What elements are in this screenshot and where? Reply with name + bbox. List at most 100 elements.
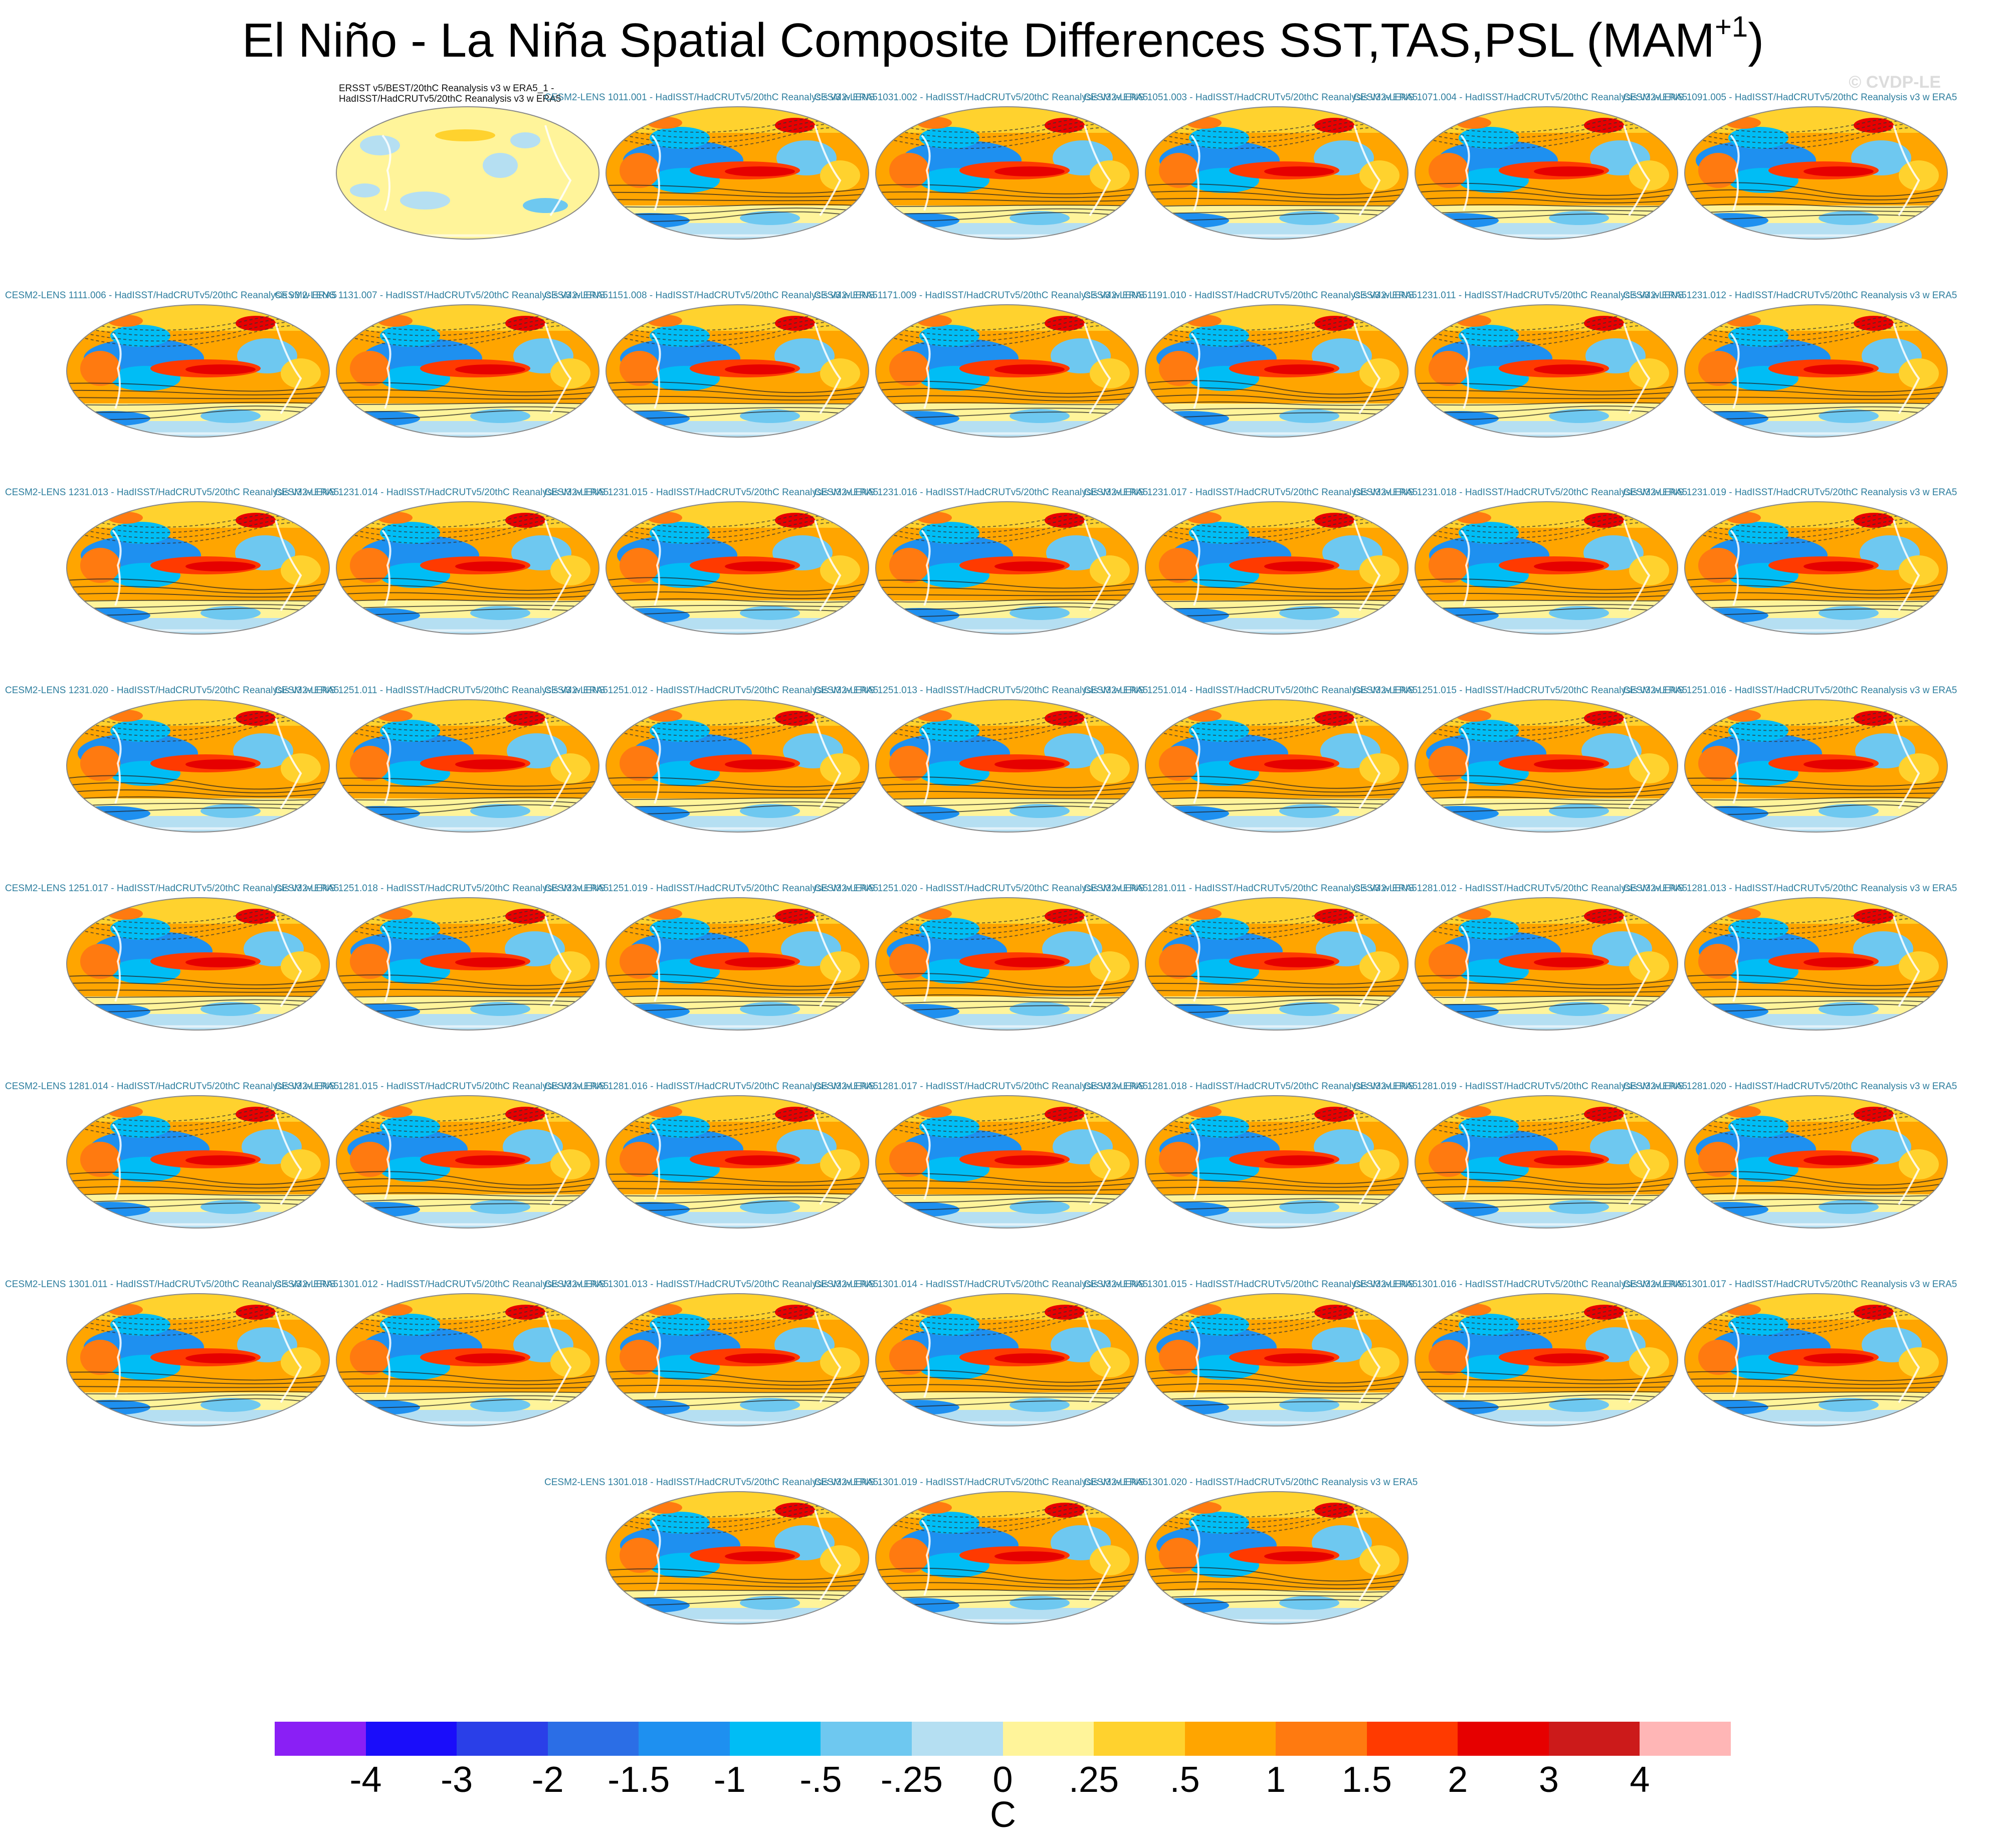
- globe-map: [335, 105, 600, 241]
- colorbar-swatch: [365, 1722, 457, 1756]
- globe-map: [874, 1292, 1140, 1427]
- colorbar-tick-label: .5: [1169, 1760, 1200, 1800]
- globe-map: [1414, 698, 1679, 834]
- globe-map: [1683, 105, 1949, 241]
- panel-label: CESM2-LENS 1231.013 - HadISST/HadCRUTv5/…: [5, 487, 339, 498]
- panel-label: CESM2-LENS 1251.019 - HadISST/HadCRUTv5/…: [544, 883, 879, 894]
- panel-label: CESM2-LENS 1151.008 - HadISST/HadCRUTv5/…: [544, 290, 878, 301]
- panel-label: CESM2-LENS 1171.009 - HadISST/HadCRUTv5/…: [814, 290, 1147, 301]
- globe-map: [1144, 1490, 1410, 1625]
- colorbar-swatch: [911, 1722, 1003, 1756]
- globe-map: [65, 896, 331, 1032]
- panel-label: CESM2-LENS 1251.016 - HadISST/HadCRUTv5/…: [1623, 685, 1957, 696]
- panel-label: CESM2-LENS 1231.019 - HadISST/HadCRUTv5/…: [1623, 487, 1957, 498]
- colorbar-swatch: [1002, 1722, 1094, 1756]
- colorbar-tick-label: .25: [1069, 1760, 1119, 1800]
- globe-map: [1414, 1292, 1679, 1427]
- panel-label: CESM2-LENS 1231.017 - HadISST/HadCRUTv5/…: [1084, 487, 1418, 498]
- globe-map: [1414, 1094, 1679, 1229]
- title-superscript: +1: [1714, 11, 1748, 43]
- panel-label: CESM2-LENS 1301.012 - HadISST/HadCRUTv5/…: [275, 1279, 609, 1290]
- colorbar-units: C: [990, 1795, 1016, 1835]
- panel-label: CESM2-LENS 1281.015 - HadISST/HadCRUTv5/…: [275, 1081, 609, 1092]
- panel-label: CESM2-LENS 1231.016 - HadISST/HadCRUTv5/…: [814, 487, 1148, 498]
- colorbar-tick-label: -1: [713, 1760, 746, 1800]
- colorbar-tick-label: 1: [1266, 1760, 1286, 1800]
- globe-map: [1683, 1094, 1949, 1229]
- panel-label: CESM2-LENS 1091.005 - HadISST/HadCRUTv5/…: [1623, 92, 1957, 103]
- panel-label: CESM2-LENS 1251.014 - HadISST/HadCRUTv5/…: [1084, 685, 1418, 696]
- globe-map: [1414, 105, 1679, 241]
- globe-map: [605, 500, 870, 636]
- panel-label: CESM2-LENS 1251.020 - HadISST/HadCRUTv5/…: [814, 883, 1148, 894]
- globe-map: [605, 105, 870, 241]
- panel-label: CESM2-LENS 1301.016 - HadISST/HadCRUTv5/…: [1353, 1279, 1688, 1290]
- panel-label: CESM2-LENS 1231.015 - HadISST/HadCRUTv5/…: [544, 487, 879, 498]
- colorbar-tick-label: 0: [992, 1760, 1013, 1800]
- colorbar-swatch: [1640, 1722, 1731, 1756]
- panel-label: ERSST v5/BEST/20thC Reanalysis v3 w ERA5…: [339, 83, 561, 104]
- globe-map: [1683, 896, 1949, 1032]
- panel-label: CESM2-LENS 1251.011 - HadISST/HadCRUTv5/…: [275, 685, 608, 696]
- globe-map: [335, 1292, 600, 1427]
- colorbar-swatch: [1094, 1722, 1185, 1756]
- globe-map: [1414, 303, 1679, 439]
- globe-map: [1683, 303, 1949, 439]
- panel-label: CESM2-LENS 1231.014 - HadISST/HadCRUTv5/…: [275, 487, 609, 498]
- panel-label: CESM2-LENS 1281.020 - HadISST/HadCRUTv5/…: [1623, 1081, 1957, 1092]
- globe-map: [874, 1094, 1140, 1229]
- panel-label: CESM2-LENS 1301.013 - HadISST/HadCRUTv5/…: [544, 1279, 879, 1290]
- globe-map: [605, 698, 870, 834]
- panel-label: CESM2-LENS 1231.020 - HadISST/HadCRUTv5/…: [5, 685, 339, 696]
- globe-map: [1414, 500, 1679, 636]
- panel-label: CESM2-LENS 1231.012 - HadISST/HadCRUTv5/…: [1623, 290, 1957, 301]
- panel-label: CESM2-LENS 1301.015 - HadISST/HadCRUTv5/…: [1084, 1279, 1418, 1290]
- colorbar-tick-label: -3: [441, 1760, 473, 1800]
- globe-map: [335, 303, 600, 439]
- globe-map: [874, 500, 1140, 636]
- globe-map: [1144, 896, 1410, 1032]
- globe-map: [1144, 303, 1410, 439]
- globe-map: [605, 1490, 870, 1625]
- panel-label: CESM2-LENS 1191.010 - HadISST/HadCRUTv5/…: [1084, 290, 1417, 301]
- colorbar-tick-label: -2: [531, 1760, 564, 1800]
- globe-map: [605, 1094, 870, 1229]
- colorbar-swatch: [1366, 1722, 1458, 1756]
- panel-label: CESM2-LENS 1301.011 - HadISST/HadCRUTv5/…: [5, 1279, 338, 1290]
- credit-watermark: © CVDP-LE: [1849, 73, 1941, 92]
- colorbar-swatch: [457, 1722, 548, 1756]
- globe-map: [65, 1094, 331, 1229]
- panel-label: CESM2-LENS 1301.020 - HadISST/HadCRUTv5/…: [1084, 1477, 1418, 1488]
- panel-label: CESM2-LENS 1281.014 - HadISST/HadCRUTv5/…: [5, 1081, 339, 1092]
- title-close: ): [1748, 14, 1764, 67]
- globe-map: [1414, 896, 1679, 1032]
- globe-map: [1683, 698, 1949, 834]
- colorbar-tick-label: -4: [349, 1760, 382, 1800]
- panel-label: CESM2-LENS 1111.006 - HadISST/HadCRUTv5/…: [5, 290, 337, 301]
- globe-map: [874, 105, 1140, 241]
- colorbar-swatch: [1548, 1722, 1640, 1756]
- panel-label: CESM2-LENS 1281.016 - HadISST/HadCRUTv5/…: [544, 1081, 879, 1092]
- globe-map: [335, 1094, 600, 1229]
- globe-map: [65, 500, 331, 636]
- panel-label: CESM2-LENS 1231.018 - HadISST/HadCRUTv5/…: [1353, 487, 1688, 498]
- panel-label: CESM2-LENS 1251.015 - HadISST/HadCRUTv5/…: [1353, 685, 1688, 696]
- globe-map: [874, 896, 1140, 1032]
- panel-label: CESM2-LENS 1011.001 - HadISST/HadCRUTv5/…: [544, 92, 878, 103]
- colorbar-swatch: [639, 1722, 730, 1756]
- globe-map: [1144, 1292, 1410, 1427]
- panel-label: CESM2-LENS 1281.011 - HadISST/HadCRUTv5/…: [1084, 883, 1417, 894]
- panel-label: CESM2-LENS 1131.007 - HadISST/HadCRUTv5/…: [275, 290, 608, 301]
- globe-map: [335, 896, 600, 1032]
- colorbar-tick-label: 4: [1630, 1760, 1650, 1800]
- title-main: El Niño - La Niña Spatial Composite Diff…: [242, 14, 1715, 67]
- globe-map: [1144, 105, 1410, 241]
- colorbar-swatch: [275, 1722, 366, 1756]
- colorbar-swatch: [729, 1722, 821, 1756]
- colorbar-swatch: [1458, 1722, 1549, 1756]
- globe-map: [65, 303, 331, 439]
- colorbar-tick-label: 2: [1448, 1760, 1468, 1800]
- globe-map: [1683, 500, 1949, 636]
- panel-label: CESM2-LENS 1251.018 - HadISST/HadCRUTv5/…: [275, 883, 609, 894]
- globe-map: [1144, 500, 1410, 636]
